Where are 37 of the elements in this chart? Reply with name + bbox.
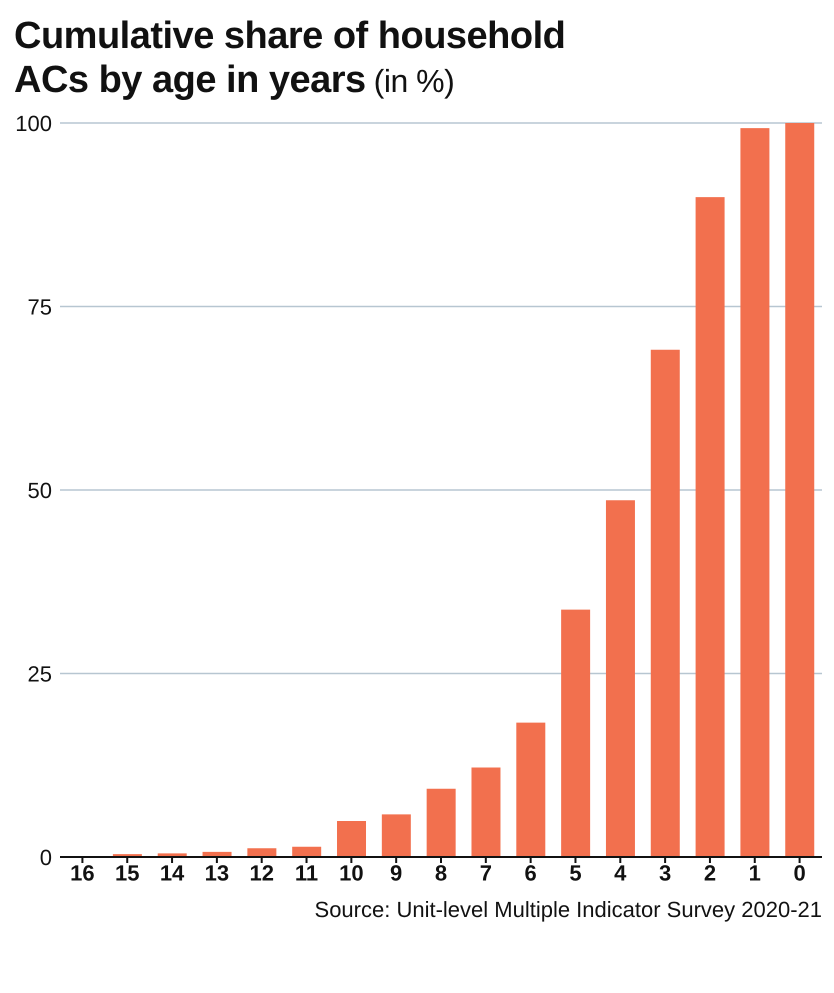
y-tick-label: 75 (28, 294, 52, 320)
bar (516, 722, 546, 857)
bar (471, 767, 500, 857)
bar (696, 197, 725, 857)
x-tick-label: 15 (114, 860, 140, 886)
bar (337, 821, 366, 857)
x-tick-label: 3 (658, 860, 672, 886)
y-tick-label: 100 (15, 110, 52, 136)
x-tick-label: 6 (524, 860, 537, 886)
x-tick-label: 16 (70, 860, 95, 886)
x-tick-label: 11 (294, 860, 318, 886)
x-tick-label: 8 (434, 860, 448, 886)
y-tick-label: 0 (40, 844, 52, 870)
bar (740, 128, 770, 857)
x-tick-label: 10 (339, 860, 364, 886)
x-tick-label: 4 (614, 860, 628, 886)
x-tick-label: 7 (480, 860, 492, 886)
x-tick-label: 14 (160, 860, 186, 886)
x-tick-label: 2 (704, 860, 716, 886)
x-tick-label: 13 (204, 860, 230, 886)
x-tick-label: 12 (249, 860, 274, 886)
source-note: Source: Unit-level Multiple Indicator Survey 2020-21 (314, 897, 822, 923)
bar (247, 848, 276, 857)
x-tick-label: 5 (569, 860, 582, 886)
x-tick-label: 1 (748, 860, 761, 886)
y-tick-label: 50 (28, 478, 52, 503)
bar (382, 814, 411, 857)
y-tick-label: 25 (28, 661, 52, 686)
bar (785, 123, 814, 857)
bar (606, 500, 635, 857)
chart-subtitle: (in %) (374, 63, 454, 99)
bar (426, 788, 456, 857)
bar (650, 350, 680, 857)
bar (292, 846, 322, 857)
x-tick-label: 9 (390, 860, 402, 886)
bar (561, 610, 590, 857)
x-tick-label: 0 (793, 860, 806, 886)
